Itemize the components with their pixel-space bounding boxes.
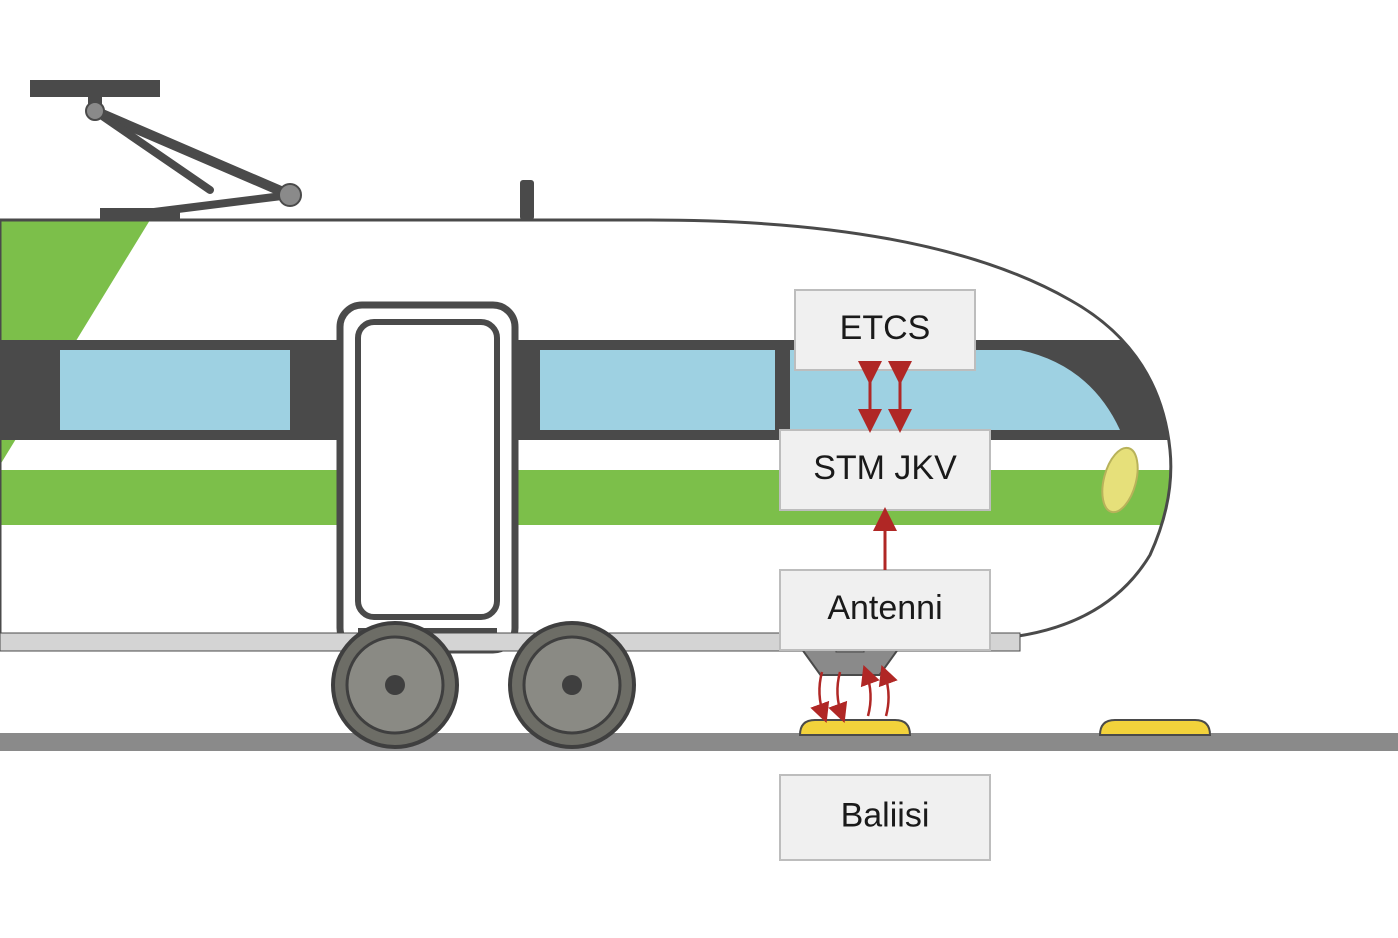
balise-group	[800, 720, 1210, 735]
wheel-2	[510, 623, 634, 747]
pantograph	[30, 80, 301, 222]
etcs-box-label: ETCS	[840, 309, 931, 347]
stm-box: STM JKV	[780, 430, 990, 510]
roof-antenna	[520, 180, 534, 220]
balise-box-label: Baliisi	[841, 796, 930, 834]
balise-2	[1100, 720, 1210, 735]
train	[0, 80, 1200, 747]
etcs-box: ETCS	[795, 290, 975, 370]
antenna-box: Antenni	[780, 570, 990, 650]
balise-box: Baliisi	[780, 775, 990, 860]
antenna-box-label: Antenni	[827, 589, 942, 627]
balise-1	[800, 720, 910, 735]
train-door	[340, 305, 515, 650]
stm-box-label: STM JKV	[813, 449, 957, 487]
wheel-1	[333, 623, 457, 747]
